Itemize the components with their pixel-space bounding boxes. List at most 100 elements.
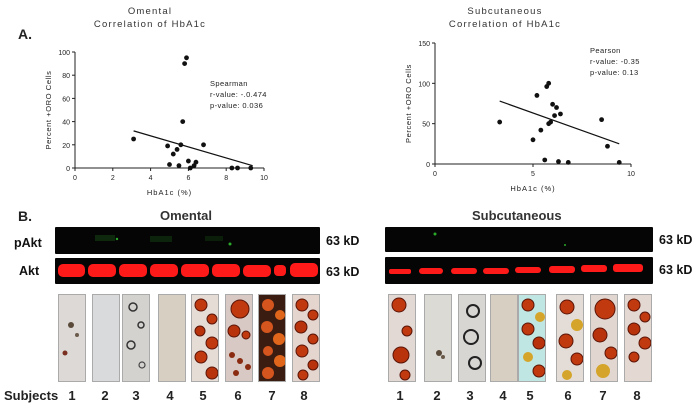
regression-line [499, 100, 620, 145]
data-point [193, 159, 199, 165]
subcutaneous-oro-image-8 [624, 294, 652, 382]
subcutaneous-oro-image-6 [556, 294, 584, 382]
stats-annotation: r-value: -.0.474 [210, 90, 267, 99]
omental-subject-number: 6 [234, 388, 242, 403]
data-point [558, 111, 563, 117]
data-point [548, 119, 554, 125]
subcutaneous-pakt-blot [385, 227, 653, 252]
x-tick-label: 5 [531, 171, 535, 178]
subcutaneous-subject-number: 7 [599, 388, 607, 403]
akt-label: Akt [19, 264, 40, 278]
y-tick-label: 60 [62, 96, 70, 103]
x-tick-label: 4 [149, 175, 153, 182]
x-tick-label: 8 [224, 175, 228, 182]
y-tick-label: 0 [66, 166, 70, 173]
data-point [542, 157, 548, 163]
data-point [616, 159, 622, 165]
omental-akt-blot [55, 258, 320, 284]
data-point [556, 159, 561, 164]
omental-blot-title: Omental [160, 208, 213, 223]
omental-oro-image-8 [292, 294, 320, 382]
stats-annotation: p-value: 0.13 [590, 68, 639, 77]
chart-plot-group: 0 50 100 150 0 5 10 HbA1c (%) Percent +ORO Cells… [404, 41, 640, 193]
x-tick-label: 10 [260, 175, 268, 182]
omental-oro-image-2 [92, 294, 120, 382]
stats-annotation: Pearson [590, 46, 621, 55]
data-point [184, 55, 189, 61]
omental-subject-number: 7 [268, 388, 276, 403]
data-point [550, 101, 555, 107]
omental-subject-number: 4 [166, 388, 174, 403]
omental-akt-kd: 63 kD [326, 265, 360, 279]
panel-a-label: A. [18, 26, 32, 42]
x-tick-label: 10 [627, 171, 635, 178]
omental-chart-title-block: Omental Correlation of HbA1c [90, 5, 210, 31]
data-point [605, 143, 610, 149]
data-point [165, 143, 171, 149]
data-point [174, 147, 180, 152]
subjects-label: Subjects [4, 388, 59, 403]
y-tick-label: 40 [62, 120, 70, 127]
y-axis-label: Percent +ORO Cells [404, 64, 413, 143]
subcutaneous-scatter-chart: 0 50 100 150 0 5 10 HbA1c (%) Percent +ORO Cells… [404, 41, 640, 193]
chart-plot-group: 0 20 40 60 80 100 0 2 4 6 8 10 HbA1c (%) Percent +ORO… [44, 50, 268, 197]
x-tick-label: 0 [433, 171, 437, 178]
subcutaneous-pakt-kd: 63 kD [659, 233, 693, 247]
omental-akt-bands [58, 263, 318, 277]
panel-b-label: B. [18, 208, 32, 224]
data-point [554, 105, 559, 110]
data-point [546, 80, 552, 86]
subcutaneous-akt-blot [385, 257, 653, 284]
x-tick-label: 6 [186, 175, 190, 182]
y-tick-label: 100 [418, 81, 430, 88]
subcutaneous-blot-title: Subcutaneous [472, 208, 562, 223]
omental-subject-number: 5 [199, 388, 207, 403]
pakt-label: pAkt [14, 236, 42, 250]
data-point [229, 165, 235, 171]
subcutaneous-pakt-signal [433, 232, 566, 246]
data-point [530, 137, 536, 143]
omental-oro-image-3 [122, 294, 150, 382]
data-point [565, 159, 571, 165]
omental-oro-image-1 [58, 294, 86, 382]
subcutaneous-subject-number: 5 [526, 388, 534, 403]
data-point [186, 158, 191, 164]
omental-pakt-kd: 63 kD [326, 234, 360, 248]
x-tick-label: 0 [73, 175, 77, 182]
omental-scatter-chart: 0 20 40 60 80 100 0 2 4 6 8 10 HbA1c (%) Percent +ORO… [44, 50, 268, 197]
subcutaneous-chart-title-block: Subcutaneous Correlation of HbA1c [435, 5, 575, 31]
subcutaneous-subject-number: 3 [466, 388, 474, 403]
subcutaneous-chart-subtitle: Correlation of HbA1c [448, 19, 562, 30]
subcutaneous-subject-number: 8 [633, 388, 641, 403]
subcutaneous-oro-image-7 [590, 294, 618, 382]
stats-annotation: Spearman [210, 79, 248, 88]
data-point [599, 117, 604, 123]
data-point [170, 151, 176, 157]
omental-oro-image-5 [191, 294, 219, 382]
x-tick-label: 2 [111, 175, 115, 182]
data-point [248, 165, 254, 171]
subcutaneous-subject-number: 2 [433, 388, 441, 403]
y-tick-label: 80 [62, 73, 70, 80]
subcutaneous-subject-number: 1 [396, 388, 404, 403]
data-point [534, 93, 540, 98]
x-axis-label: HbA1c (%) [147, 188, 192, 197]
stats-annotation: r-value: -0.35 [590, 57, 640, 66]
y-tick-label: 50 [422, 122, 430, 129]
subcutaneous-oro-image-1 [388, 294, 416, 382]
subcutaneous-subject-number: 4 [499, 388, 507, 403]
y-axis-label: Percent +ORO Cells [44, 71, 53, 150]
regression-line [133, 130, 253, 167]
omental-oro-image-4 [158, 294, 186, 382]
data-point [167, 162, 172, 167]
data-point [178, 142, 184, 148]
omental-subject-number: 2 [101, 388, 109, 403]
data-point [538, 127, 544, 133]
data-point [552, 113, 557, 118]
subcutaneous-oro-image-4 [490, 294, 518, 382]
subcutaneous-oro-image-3 [458, 294, 486, 382]
data-point [235, 165, 240, 171]
y-tick-label: 150 [418, 41, 430, 48]
data-point [180, 119, 186, 124]
subcutaneous-oro-image-5 [518, 294, 546, 382]
